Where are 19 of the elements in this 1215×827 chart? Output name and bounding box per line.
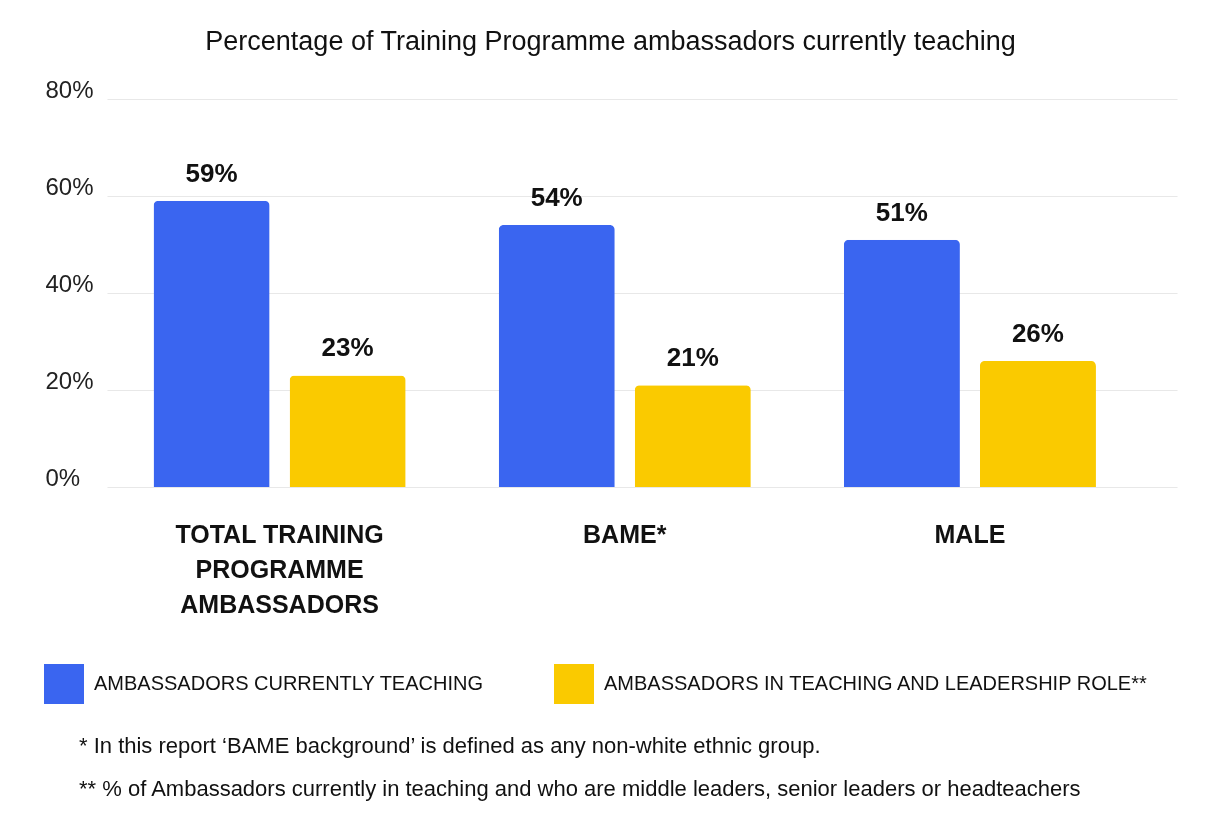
data-label: 21% (666, 342, 719, 373)
y-tick-label: 20% (45, 366, 94, 394)
data-label: 54% (530, 182, 583, 213)
data-label: 51% (875, 196, 928, 227)
data-label: 26% (1011, 317, 1064, 348)
data-label: 23% (321, 332, 374, 363)
data-label: 59% (185, 157, 238, 188)
chart-title: Percentage of Training Programme ambassadors currently teaching (205, 26, 1016, 56)
y-tick-label: 0% (45, 463, 81, 491)
y-tick-label: 40% (45, 269, 94, 297)
legend-label: AMBASSADORS IN TEACHING AND LEADERSHIP ROLE** (604, 672, 1147, 694)
text: ** % of Ambassadors currently in teaching and who are middle leaders, senior leaders or headteachers (79, 776, 1081, 801)
text: * In this report ‘BAME background’ is defined as any non-white ethnic group. (79, 733, 821, 758)
x-tick-label: BAME* (583, 519, 667, 548)
x-tick-label: MALE (934, 519, 1006, 548)
x-tick-label: TOTAL TRAINING PROGRAMME AMBASSADORS (175, 519, 384, 618)
y-tick-label: 60% (45, 172, 94, 200)
legend-label: AMBASSADORS CURRENTLY TEACHING (94, 672, 483, 694)
y-tick-label: 80% (45, 75, 94, 103)
